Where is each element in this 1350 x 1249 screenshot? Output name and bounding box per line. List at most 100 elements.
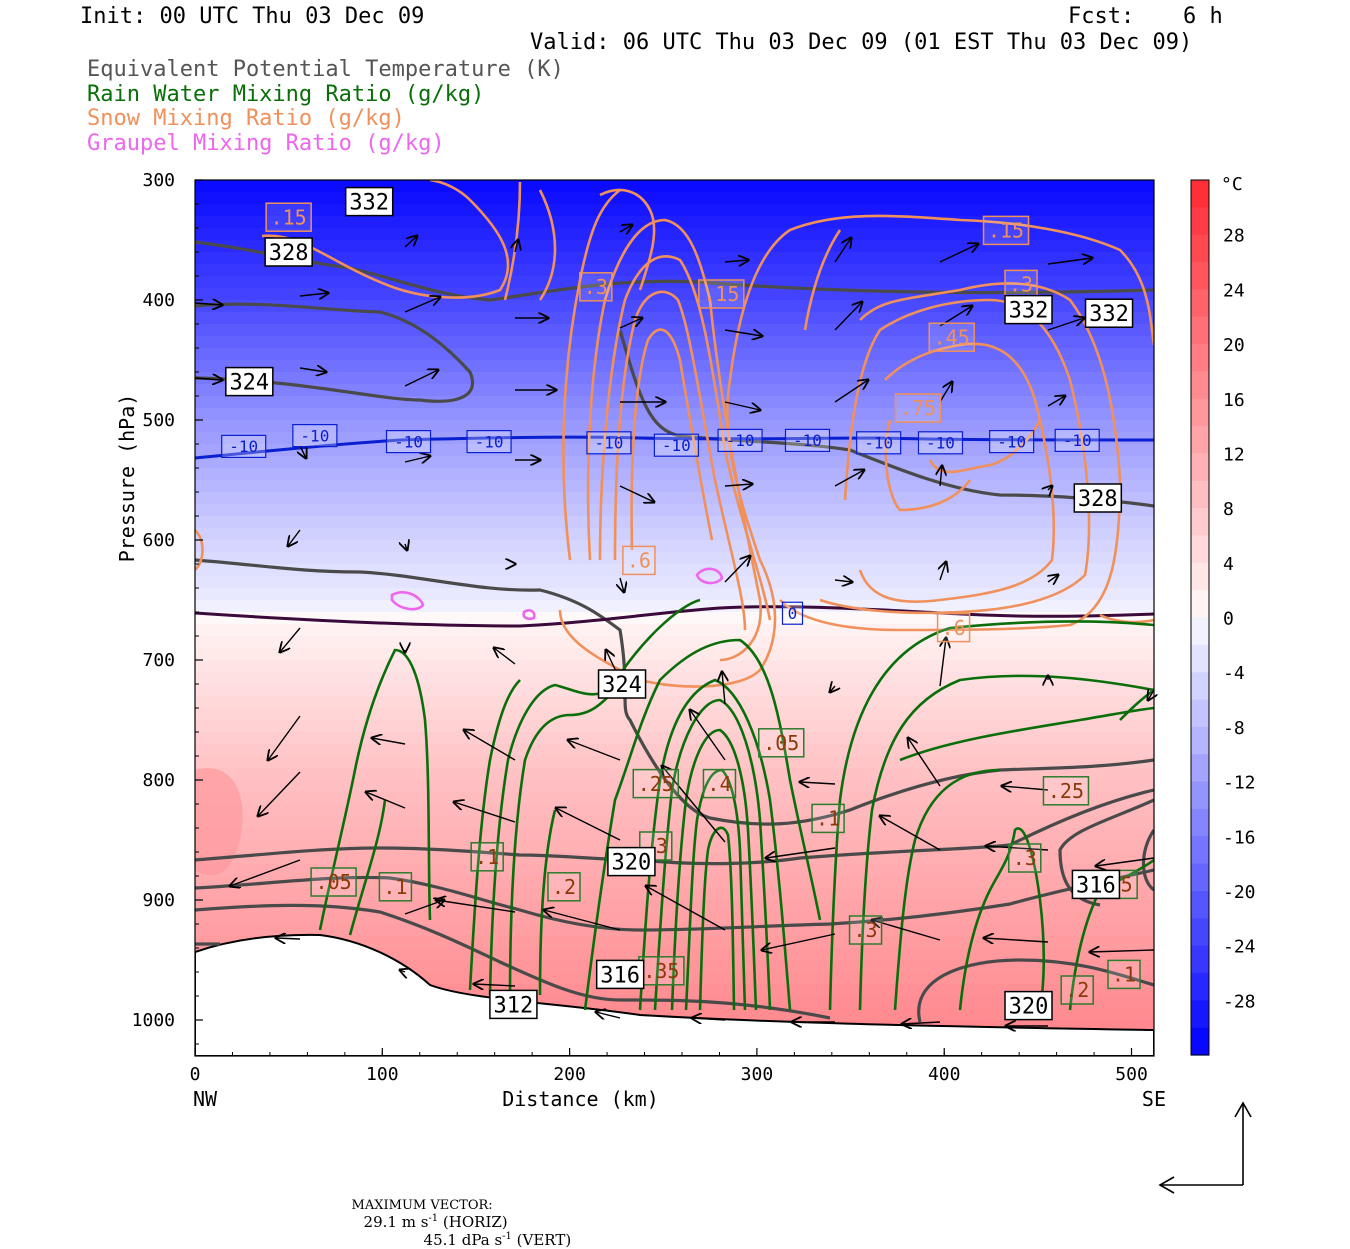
- isotherm-label: -10: [856, 431, 902, 455]
- temperature-band: [195, 312, 1154, 325]
- theta-e-label: 328: [264, 237, 313, 267]
- theta-e-label-text: 320: [612, 851, 652, 876]
- isotherm-label: -10: [653, 433, 699, 457]
- temperature-band: [195, 204, 1154, 217]
- legend-snow: Snow Mixing Ratio (g/kg): [87, 106, 405, 131]
- se-label: SE: [1142, 1087, 1166, 1111]
- wind-vector: [724, 401, 760, 410]
- theta-e-label-text: 332: [1089, 302, 1129, 327]
- wind-vector: [984, 938, 1049, 942]
- isotherm-label-text: -10: [726, 431, 755, 450]
- rain-label-text: .25: [638, 772, 674, 796]
- wind-vector: [596, 1012, 621, 1018]
- wind-vector: [299, 368, 326, 372]
- rain-label-text: .05: [316, 870, 352, 894]
- theta-e-label-text: 320: [1009, 995, 1049, 1020]
- wind-vector: [724, 484, 752, 486]
- colorbar-swatch: [1191, 617, 1209, 646]
- rain-label-box: [702, 768, 737, 799]
- theta-e-label: 324: [597, 669, 647, 699]
- temperature-band: [195, 756, 1154, 769]
- temperature-band: [195, 744, 1154, 757]
- temperature-band: [195, 588, 1154, 601]
- wind-vector: [619, 318, 642, 329]
- isotherm-minus10: [195, 435, 1154, 460]
- temperature-band: [195, 600, 1154, 613]
- wind-vector: [366, 792, 406, 809]
- theta-e-label-text: 324: [229, 371, 269, 396]
- x-tick-label: 200: [553, 1064, 586, 1085]
- wind-vector: [1048, 486, 1052, 490]
- graupel-contours: [390, 567, 724, 621]
- theta-e-label: 316: [1071, 869, 1121, 900]
- wind-vector: [872, 920, 941, 941]
- y-tick-label: 600: [142, 530, 175, 551]
- temperature-band: [195, 828, 1154, 841]
- wind-vector: [1048, 575, 1058, 582]
- wind-vector: [404, 297, 440, 313]
- isotherm-label-box: [989, 430, 1035, 454]
- isotherm-label: -10: [292, 424, 338, 448]
- isotherm-label-box: [717, 428, 763, 452]
- theta-e-label-text: 316: [1076, 873, 1116, 898]
- cross-section-chart: .15 .3 .15 .15 .3 .45 .75 .6 .6 -10 -10 -10 -10 -10 -1…: [115, 170, 1256, 1194]
- colorbar-swatch: [1191, 590, 1209, 619]
- snow-label-box: [698, 279, 745, 309]
- nw-label: NW: [193, 1087, 218, 1111]
- theta-e-label-box: [1004, 990, 1053, 1021]
- wind-vector: [940, 638, 946, 687]
- temperature-band: [195, 564, 1154, 577]
- colorbar-tick-label: 8: [1223, 499, 1234, 520]
- wind-vector: [724, 260, 748, 262]
- wind-vector: [230, 859, 301, 886]
- wind-vector: [276, 938, 301, 939]
- colorbar-swatch: [1191, 371, 1209, 400]
- wind-vector: [692, 1018, 726, 1020]
- rain-label: .3: [1008, 843, 1042, 873]
- colorbar-swatch: [1191, 1027, 1209, 1056]
- wind-vector: [908, 738, 941, 787]
- wind-vector: [474, 984, 516, 986]
- snow-label-box: [936, 612, 971, 643]
- wind-vector: [834, 380, 868, 403]
- forecast-hour: 6 h: [1183, 4, 1223, 29]
- wind-vector: [404, 370, 438, 387]
- isotherm-label: -10: [586, 431, 632, 455]
- temperature-band: [195, 420, 1154, 433]
- colorbar-tick-label: -28: [1223, 991, 1256, 1012]
- isotherm-label-text: -10: [997, 432, 1026, 451]
- snow-label: .75: [894, 393, 942, 423]
- wind-vector: [986, 846, 1049, 850]
- snow-label-box: [982, 215, 1030, 246]
- temperature-band: [195, 612, 1154, 625]
- wind-vector: [902, 1022, 941, 1024]
- colorbar-tick-label: -16: [1223, 827, 1256, 848]
- isotherm-label: -10: [385, 430, 432, 454]
- isotherm-label: -10: [917, 431, 964, 455]
- theta-e-label-box: [1073, 483, 1123, 513]
- vert-exponent: -1: [502, 1231, 512, 1242]
- temperature-band: [195, 180, 1154, 193]
- colorbar-swatch: [1191, 836, 1209, 865]
- colorbar-swatch: [1191, 234, 1209, 263]
- isotherm-label-box: [385, 430, 432, 454]
- isotherm-label: -10: [466, 430, 512, 454]
- snow-label: .3: [1004, 269, 1038, 300]
- wind-vector: [834, 470, 864, 487]
- theta-e-label-box: [1084, 298, 1134, 328]
- snow-label-text: .15: [988, 219, 1024, 243]
- wind-vector: [939, 244, 978, 263]
- rain-label-text: .3: [1013, 846, 1037, 870]
- temperature-band: [195, 648, 1154, 661]
- temperature-band: [195, 192, 1154, 205]
- temperature-band: [195, 444, 1154, 457]
- rain-label-box: [632, 768, 680, 799]
- rain-label: .05: [758, 728, 805, 758]
- snow-label-text: .75: [900, 396, 936, 420]
- wind-vector: [880, 816, 941, 851]
- temperature-band: [195, 624, 1154, 637]
- max-vector-label: MAXIMUM VECTOR:: [351, 1198, 493, 1213]
- snow-label: .15: [982, 215, 1030, 246]
- wind-vector: [300, 445, 306, 458]
- temperature-band: [195, 780, 1154, 793]
